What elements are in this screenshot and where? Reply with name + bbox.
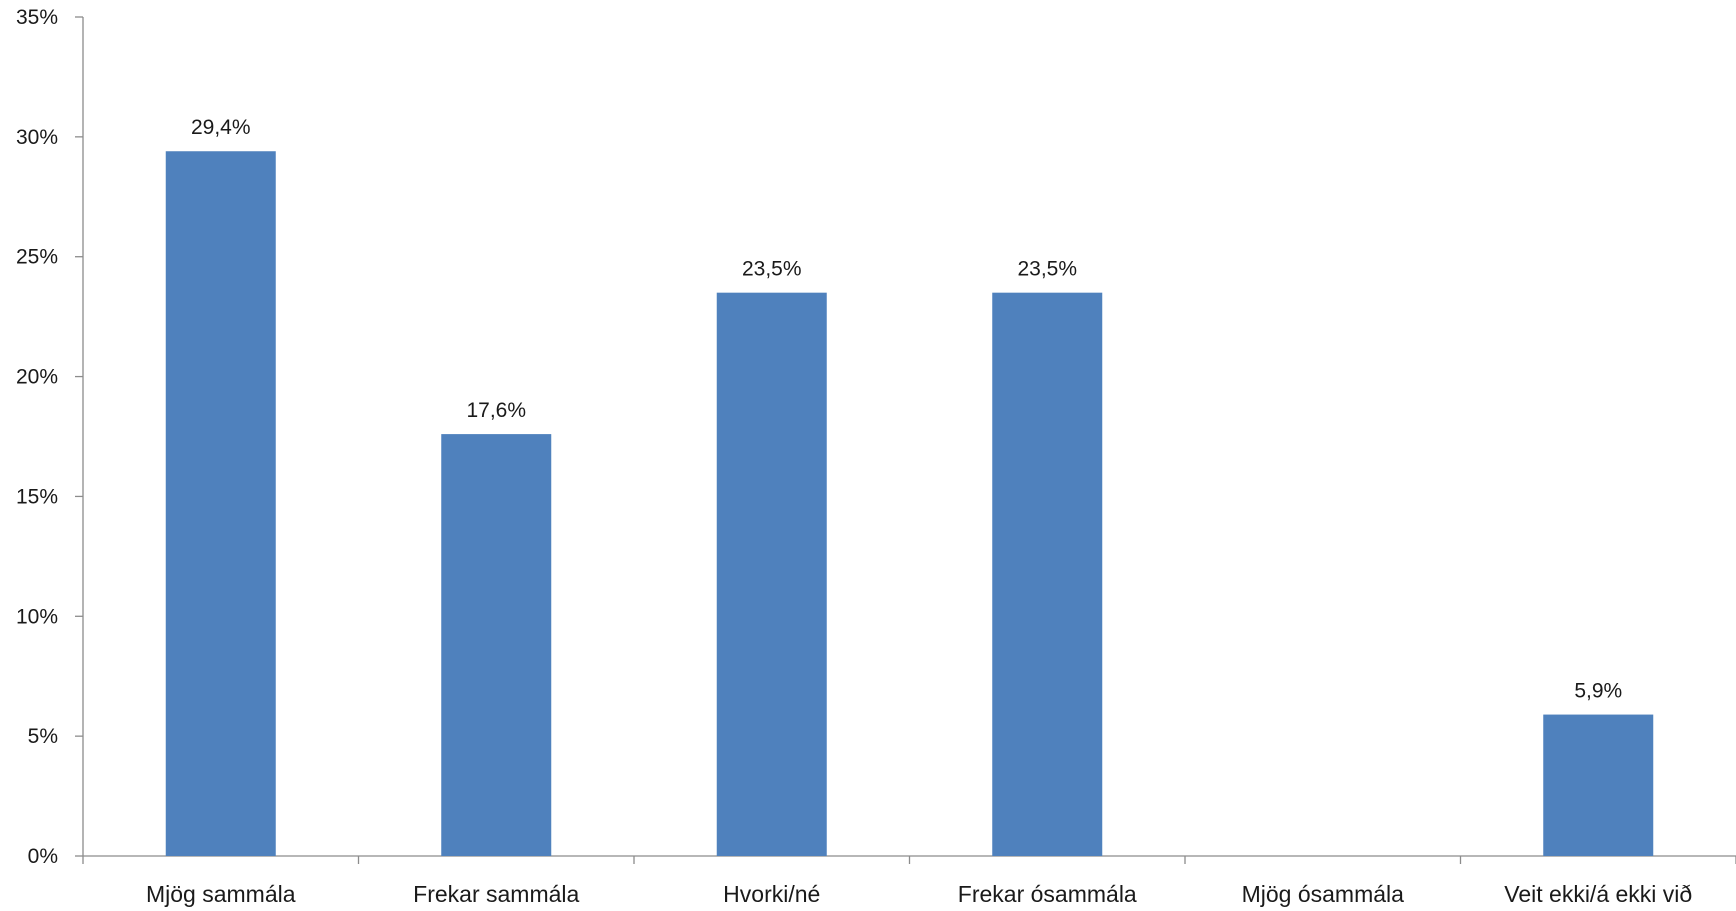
category-label: Frekar ósammála [958, 881, 1137, 907]
bars-group [165, 151, 1654, 857]
y-tick-label: 35% [16, 6, 58, 29]
bar [992, 292, 1103, 857]
category-label: Hvorki/né [723, 881, 820, 907]
category-labels-group: Mjög sammála Frekar sammála Hvorki/né Freka… [146, 881, 1692, 907]
y-tick-label: 10% [16, 605, 58, 628]
data-labels-group: 29,4% 17,6% 23,5% 23,5% 5,9% [191, 116, 1622, 702]
data-label: 17,6% [466, 399, 526, 422]
data-label: 29,4% [191, 116, 251, 139]
category-label: Mjög ósammála [1242, 881, 1405, 907]
category-label: Mjög sammála [146, 881, 296, 907]
y-tick-label: 25% [16, 246, 58, 269]
data-label: 23,5% [1017, 258, 1077, 281]
bar [1543, 714, 1654, 856]
data-label: 5,9% [1574, 680, 1622, 703]
bar [716, 292, 827, 857]
bar [441, 434, 552, 856]
y-tick-label: 20% [16, 366, 58, 389]
bar [165, 151, 276, 857]
y-tick-label: 15% [16, 485, 58, 508]
data-label: 23,5% [742, 258, 802, 281]
category-label: Frekar sammála [413, 881, 579, 907]
y-tick-label: 5% [28, 725, 58, 748]
y-tick-label: 30% [16, 126, 58, 149]
category-label: Veit ekki/á ekki við [1504, 881, 1692, 907]
y-axis-ticks: 0% 5% 10% 15% 20% 25% 30% 35% [16, 6, 83, 868]
y-tick-label: 0% [28, 845, 58, 868]
x-axis-ticks [82, 856, 1736, 864]
